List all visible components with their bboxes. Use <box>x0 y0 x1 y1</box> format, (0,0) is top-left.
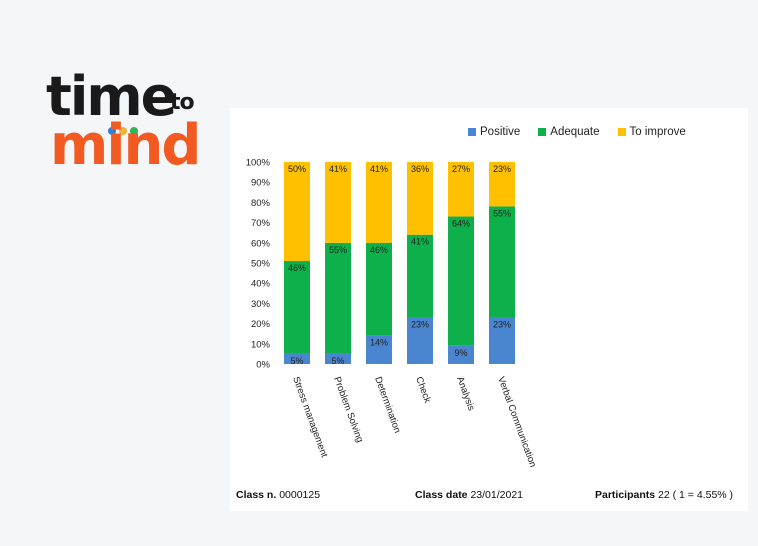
legend-swatch <box>538 128 547 136</box>
data-label: 46% <box>370 245 388 255</box>
logo-time-text: time <box>46 65 177 128</box>
legend-item: To improve <box>617 126 686 138</box>
logo-dot <box>130 127 138 135</box>
data-label: 41% <box>370 164 388 174</box>
bar-segment <box>284 260 310 354</box>
y-tick-label: 50% <box>251 259 271 270</box>
legend-swatch <box>617 128 626 136</box>
logo-mind-text: mind <box>50 113 201 178</box>
data-label: 55% <box>329 245 347 255</box>
y-tick-label: 80% <box>251 198 271 209</box>
bar-segment <box>325 353 351 364</box>
bar-segment <box>489 162 515 207</box>
category-label: Verbal Communication <box>495 375 538 469</box>
bar-segment <box>448 162 474 217</box>
participants-value: 22 ( 1 = 4.55% ) <box>658 489 734 501</box>
category-label: Stress management <box>290 375 330 459</box>
y-tick-label: 20% <box>251 319 271 330</box>
bar-segment <box>448 216 474 346</box>
legend-label: Positive <box>480 126 521 138</box>
bar-segment <box>325 242 351 354</box>
bar-segment <box>448 345 474 364</box>
y-tick-label: 10% <box>251 339 271 350</box>
bar-segment <box>489 206 515 318</box>
legend-swatch <box>468 128 476 136</box>
report-panel: Positive Adequate To improve 0% 10% 20% 30% 40… <box>230 108 748 511</box>
data-label: 27% <box>452 164 470 174</box>
stacked-bar-chart: 0% 10% 20% 30% 40% 50% 60% 70% 80% 90% 100% 5% 46% 50… <box>246 158 539 469</box>
y-tick-label: 60% <box>251 238 271 249</box>
data-label: 36% <box>411 164 429 174</box>
data-label: 5% <box>290 356 303 366</box>
logo-dots <box>108 122 141 135</box>
bar-segment <box>284 353 310 364</box>
data-label: 14% <box>370 338 388 348</box>
class-number-label: Class n. <box>236 489 277 501</box>
class-date-label: Class date <box>415 489 468 501</box>
logo-dot <box>108 127 116 135</box>
data-label: 9% <box>454 348 467 358</box>
data-label: 41% <box>411 237 429 247</box>
legend-item: Positive <box>468 126 520 138</box>
class-number: Class n. 0000125 <box>236 489 320 501</box>
y-tick-label: 0% <box>256 360 270 371</box>
bar-segment <box>366 335 392 364</box>
y-tick-label: 40% <box>251 279 271 290</box>
class-number-value: 0000125 <box>279 489 321 501</box>
bar-segment <box>366 162 392 243</box>
data-label: 5% <box>331 356 344 366</box>
y-tick-label: 100% <box>246 158 271 169</box>
legend-item: Adequate <box>538 126 600 138</box>
y-tick-label: 70% <box>251 218 271 229</box>
category-label: Problem Solving <box>331 375 365 444</box>
category-label: Analysis <box>454 375 477 412</box>
data-label: 64% <box>452 219 470 229</box>
bar-segment <box>489 317 515 364</box>
data-label: 41% <box>329 164 347 174</box>
data-label: 55% <box>493 208 511 218</box>
data-label: 50% <box>288 164 306 174</box>
logo-dot <box>119 127 127 135</box>
bar-segment <box>407 162 433 235</box>
class-date-value: 23/01/2021 <box>470 489 524 501</box>
legend-label: To improve <box>629 126 686 138</box>
data-label: 23% <box>411 320 429 330</box>
bar-segment <box>366 242 392 336</box>
category-label: Determination <box>372 375 403 434</box>
bar-segment <box>407 317 433 364</box>
bar-segment <box>407 234 433 318</box>
participants-label: Participants <box>595 489 656 501</box>
bar-segment <box>284 162 310 261</box>
chart-legend: Positive Adequate To improve <box>468 126 704 139</box>
category-label: Check <box>413 375 433 404</box>
data-label: 46% <box>288 263 306 273</box>
logo-to-text: to <box>170 90 195 115</box>
data-label: 23% <box>493 164 511 174</box>
data-label: 23% <box>493 320 511 330</box>
time-to-mind-logo: time to mind <box>46 70 216 180</box>
class-date: Class date 23/01/2021 <box>415 489 523 501</box>
y-tick-label: 90% <box>251 178 271 189</box>
legend-label: Adequate <box>550 126 600 138</box>
bar-segment <box>325 162 351 243</box>
y-tick-label: 30% <box>251 299 271 310</box>
participants: Participants 22 ( 1 = 4.55% ) <box>595 489 733 501</box>
